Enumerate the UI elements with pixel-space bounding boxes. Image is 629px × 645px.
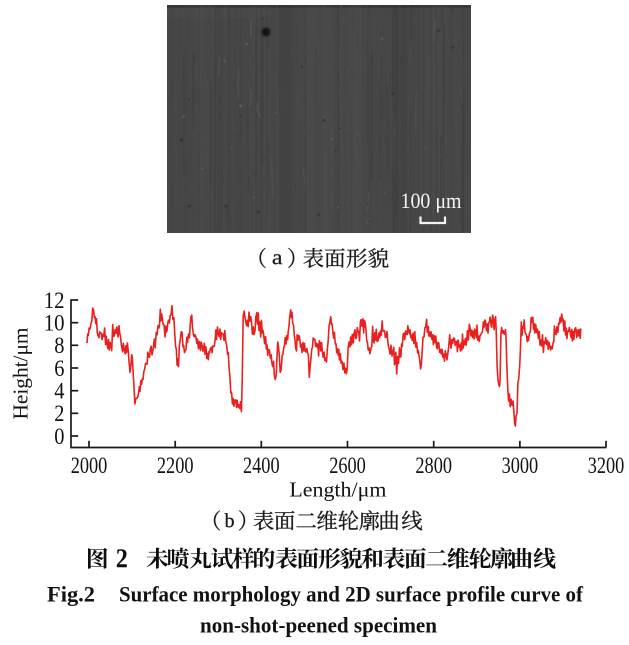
svg-text:2400: 2400	[243, 453, 280, 479]
svg-text:Length/μm: Length/μm	[289, 478, 386, 502]
svg-text:2: 2	[54, 401, 64, 427]
svg-text:6: 6	[54, 356, 64, 382]
svg-text:Height/μm: Height/μm	[9, 327, 33, 419]
svg-text:non-shot-peened specimen: non-shot-peened specimen	[200, 612, 437, 637]
svg-text:4: 4	[54, 379, 64, 405]
svg-text:2000: 2000	[71, 453, 108, 479]
svg-text:2800: 2800	[415, 453, 452, 479]
svg-text:10: 10	[44, 311, 65, 337]
svg-text:12: 12	[44, 288, 65, 314]
svg-text:8: 8	[54, 333, 64, 359]
svg-text:3200: 3200	[588, 453, 625, 479]
svg-text:2600: 2600	[329, 453, 366, 479]
svg-text:3000: 3000	[502, 453, 539, 479]
svg-text:Fig.2: Fig.2	[47, 581, 95, 606]
svg-text:100 μm: 100 μm	[401, 188, 462, 213]
svg-text:0: 0	[54, 424, 64, 450]
svg-text:Surface morphology and 2D surf: Surface morphology and 2D surface profil…	[119, 581, 584, 606]
svg-text:2200: 2200	[157, 453, 194, 479]
